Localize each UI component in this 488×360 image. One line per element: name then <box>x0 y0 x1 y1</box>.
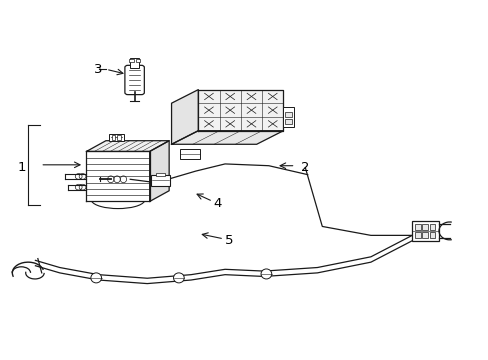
Polygon shape <box>198 90 283 131</box>
Bar <box>135 59 140 62</box>
Bar <box>422 232 427 238</box>
Polygon shape <box>171 131 283 144</box>
Bar <box>429 224 434 230</box>
Polygon shape <box>86 141 169 152</box>
Bar <box>156 173 165 176</box>
Text: 5: 5 <box>224 234 233 247</box>
Text: 1: 1 <box>18 161 26 174</box>
Polygon shape <box>149 141 169 202</box>
Bar <box>129 58 139 68</box>
Bar <box>285 120 291 125</box>
Ellipse shape <box>261 269 271 279</box>
FancyBboxPatch shape <box>180 149 199 158</box>
Bar <box>422 224 427 230</box>
FancyBboxPatch shape <box>283 107 293 127</box>
Ellipse shape <box>173 273 184 283</box>
Bar <box>128 59 133 62</box>
Text: 2: 2 <box>301 161 309 174</box>
Ellipse shape <box>91 273 102 283</box>
FancyBboxPatch shape <box>151 175 170 186</box>
Polygon shape <box>86 152 149 202</box>
Bar <box>429 232 434 238</box>
Bar <box>117 135 121 140</box>
Text: 3: 3 <box>94 63 102 76</box>
Bar <box>111 135 115 140</box>
Bar <box>414 232 420 238</box>
Polygon shape <box>171 90 198 144</box>
Bar <box>411 221 438 241</box>
FancyBboxPatch shape <box>124 65 144 95</box>
Bar <box>285 112 291 117</box>
Bar <box>108 134 124 141</box>
Bar <box>414 224 420 230</box>
Text: 4: 4 <box>212 197 221 210</box>
